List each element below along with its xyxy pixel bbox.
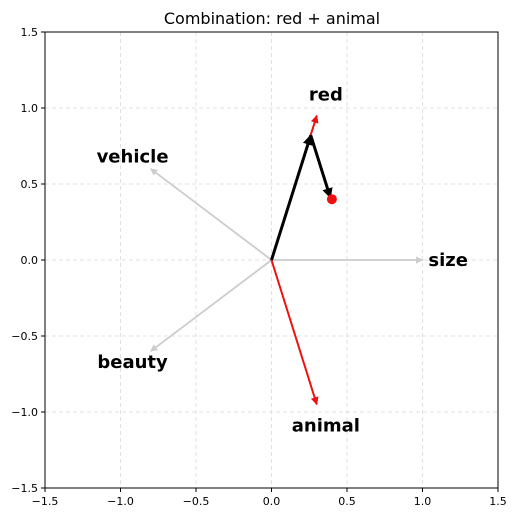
combination-arrow	[270, 134, 313, 261]
x-tick-label: 0.5	[338, 495, 356, 508]
chart-title: Combination: red + animal	[164, 9, 380, 28]
vector-label-animal: animal	[292, 416, 360, 437]
vector-label-red: red	[309, 84, 343, 105]
x-tick-label: −1.0	[107, 495, 134, 508]
vector-labels: size vehicle beauty red animal	[97, 84, 468, 436]
vectors	[150, 114, 424, 406]
x-tick-label: −1.5	[32, 495, 59, 508]
x-tick-label: 0.0	[263, 495, 281, 508]
axis-ticks: −1.5 −1.0 −0.5 0.0 0.5 1.0 1.5 −1.5 −1.0 −0.5 0.0 0…	[11, 26, 506, 508]
y-tick-label: 1.5	[21, 26, 39, 39]
vector-label-vehicle: vehicle	[97, 147, 169, 168]
y-tick-label: 0.5	[21, 178, 39, 191]
y-tick-label: −0.5	[11, 330, 38, 343]
y-tick-label: −1.0	[11, 406, 38, 419]
vector-beauty	[150, 259, 273, 352]
vector-animal	[270, 259, 319, 406]
y-tick-label: 1.0	[21, 102, 39, 115]
y-tick-label: 0.0	[21, 254, 39, 267]
combination-path	[270, 134, 337, 261]
combination-arrow	[309, 134, 333, 199]
vector-label-beauty: beauty	[97, 352, 168, 373]
x-tick-label: 1.0	[414, 495, 432, 508]
x-tick-label: −0.5	[183, 495, 210, 508]
vector-vehicle	[150, 168, 273, 261]
x-tick-label: 1.5	[489, 495, 507, 508]
vector-label-size: size	[428, 250, 468, 271]
result-point	[326, 194, 337, 205]
y-tick-label: −1.5	[11, 482, 38, 495]
